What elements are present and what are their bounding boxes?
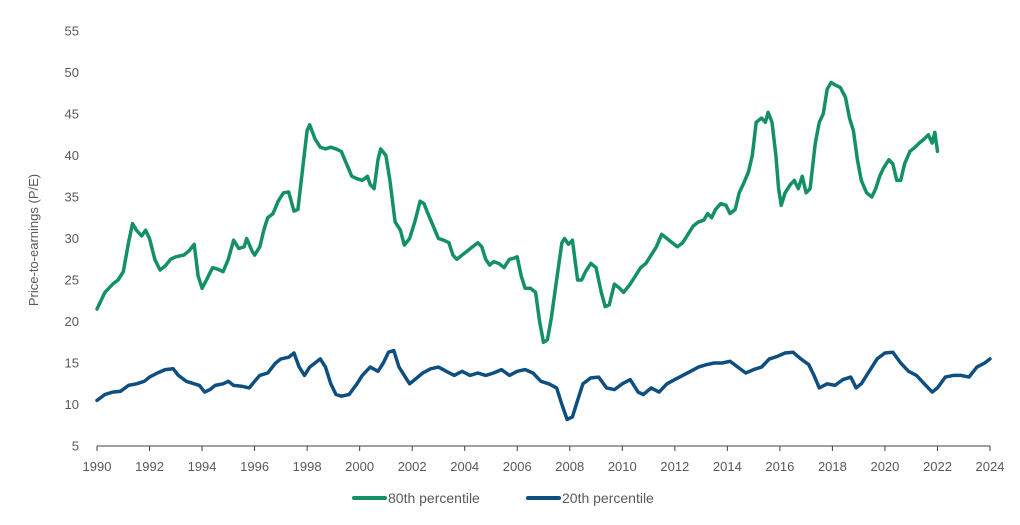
x-tick-label: 2024 xyxy=(976,459,1005,474)
x-tick-label: 2010 xyxy=(608,459,637,474)
x-tick-label: 1998 xyxy=(293,459,322,474)
x-tick-label: 2020 xyxy=(870,459,899,474)
y-tick-label: 45 xyxy=(65,107,79,122)
y-axis-ticks: 5 10 15 20 25 30 35 40 45 50 55 xyxy=(65,24,79,454)
series-line-20th-percentile xyxy=(95,348,992,422)
x-tick-label: 1994 xyxy=(188,459,217,474)
y-tick-label: 15 xyxy=(65,356,79,371)
x-tick-label: 2022 xyxy=(923,459,952,474)
y-tick-label: 40 xyxy=(65,148,79,163)
x-tick-label: 1990 xyxy=(83,459,112,474)
x-tick-label: 2004 xyxy=(450,459,479,474)
y-axis-title: Price-to-earnings (P/E) xyxy=(26,174,41,306)
y-tick-label: 30 xyxy=(65,231,79,246)
x-tick-label: 2014 xyxy=(713,459,742,474)
y-tick-label: 10 xyxy=(65,397,79,412)
y-tick-label: 35 xyxy=(65,190,79,205)
y-tick-label: 55 xyxy=(65,24,79,39)
x-tick-label: 2006 xyxy=(503,459,532,474)
x-tick-label: 1992 xyxy=(135,459,164,474)
x-tick-label: 2008 xyxy=(555,459,584,474)
legend: 80th percentile 20th percentile xyxy=(352,490,654,506)
x-tick-label: 2012 xyxy=(660,459,689,474)
series-line-80th-percentile xyxy=(95,80,940,345)
x-tick-label: 2016 xyxy=(765,459,794,474)
legend-label-80th: 80th percentile xyxy=(388,490,480,506)
y-tick-label: 25 xyxy=(65,273,79,288)
y-tick-label: 5 xyxy=(72,439,79,454)
y-tick-label: 20 xyxy=(65,314,79,329)
x-axis-ticks: 1990 1992 1994 1996 1998 2000 2002 2004 2006 2008… xyxy=(83,446,1005,474)
y-tick-label: 50 xyxy=(65,65,79,80)
x-tick-label: 1996 xyxy=(240,459,269,474)
series-lines xyxy=(95,80,992,422)
x-tick-label: 2000 xyxy=(345,459,374,474)
legend-label-20th: 20th percentile xyxy=(562,490,654,506)
x-tick-label: 2018 xyxy=(818,459,847,474)
x-tick-label: 2002 xyxy=(398,459,427,474)
